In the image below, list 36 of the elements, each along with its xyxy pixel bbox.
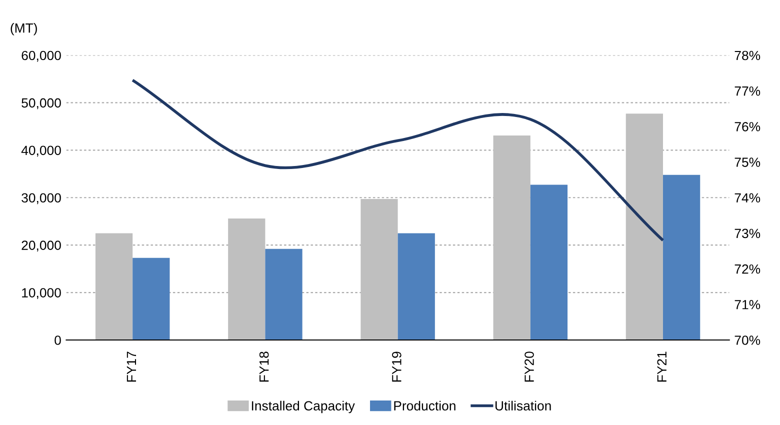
- y2-tick-label: 76%: [734, 122, 760, 132]
- bar: [360, 199, 398, 340]
- y-axis-title: (MT): [10, 23, 37, 36]
- bar: [265, 248, 302, 340]
- y-tick-label: 30,000: [22, 193, 61, 204]
- line-series: [131, 78, 664, 242]
- bar: [132, 258, 170, 340]
- y2-tick-label: 72%: [734, 264, 760, 274]
- x-tick-label: FY21: [657, 352, 666, 382]
- x-tick-label: FY17: [126, 352, 136, 382]
- legend-label: Production: [394, 400, 456, 411]
- y-tick-label: 50,000: [22, 98, 61, 110]
- y-tick-label: 0: [54, 336, 61, 345]
- legend-label: Utilisation: [496, 400, 551, 411]
- x-tick-label: FY18: [259, 352, 269, 382]
- bar: [530, 184, 568, 340]
- y-tick-label: 20,000: [22, 240, 61, 252]
- x-tick-label: FY19: [392, 352, 402, 382]
- y2-tick-label: 77%: [734, 86, 760, 96]
- bar: [493, 135, 530, 340]
- y-tick-label: 10,000: [22, 288, 61, 300]
- y2-tick-label: 78%: [734, 50, 760, 60]
- bar: [228, 218, 266, 340]
- y-tick-label: 40,000: [21, 146, 61, 157]
- legend-label: Installed Capacity: [252, 400, 355, 414]
- y2-tick-label: 74%: [734, 193, 760, 202]
- bar: [626, 114, 663, 340]
- bar: [95, 233, 133, 340]
- y-tick-label: 60,000: [22, 50, 61, 62]
- bar: [663, 174, 700, 340]
- y2-tick-label: 70%: [734, 336, 760, 345]
- y2-tick-label: 73%: [734, 228, 760, 238]
- y2-tick-label: 75%: [734, 158, 760, 167]
- x-tick-label: FY20: [524, 352, 534, 382]
- bar: [398, 233, 435, 340]
- y2-tick-label: 71%: [734, 300, 760, 310]
